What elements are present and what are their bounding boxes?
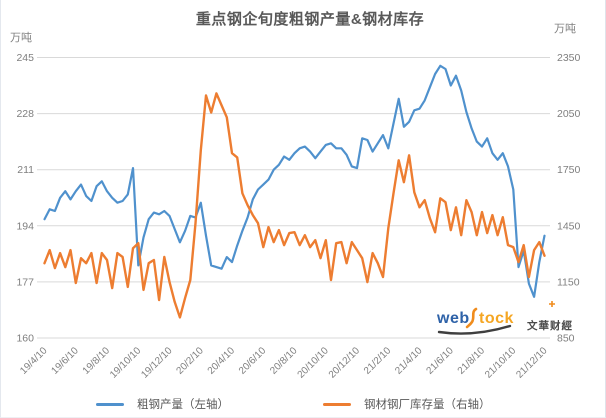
- legend-label: 粗钢产量（左轴）: [137, 399, 229, 411]
- legend-item-crude-steel-output: 粗钢产量（左轴）: [96, 394, 229, 414]
- right-axis-tick-label: 2350: [557, 52, 581, 64]
- crude-steel-legend-line-icon: [96, 402, 124, 406]
- left-axis-tick-label: 160: [16, 333, 34, 345]
- right-axis-tick-label: 1750: [557, 164, 581, 176]
- logo-text-cn: 文華财經: [527, 320, 573, 332]
- x-axis-tick-label: 20/10/10: [296, 345, 332, 381]
- chart-title: 重点钢企旬度粗钢产量&钢材库存: [195, 11, 425, 28]
- x-axis-tick-label: 19/4/10: [18, 345, 50, 377]
- left-axis-tick-label: 245: [16, 52, 34, 64]
- left-axis-tick-label: 177: [16, 276, 34, 288]
- mill-inventory-line: [43, 92, 546, 319]
- x-axis-tick-label: 20/2/10: [174, 345, 206, 377]
- left-axis-tick-label: 211: [17, 164, 34, 176]
- right-axis-tick-label: 1150: [557, 276, 580, 288]
- x-axis-tick-label: 20/6/10: [237, 345, 269, 377]
- right-axis-tick-label: 1450: [557, 220, 581, 232]
- x-axis-tick-label: 19/6/10: [49, 345, 81, 377]
- right-axis-unit: 万吨: [554, 23, 576, 35]
- right-axis-tick-label: 2050: [557, 108, 581, 120]
- x-axis-tick-label: 20/4/10: [206, 345, 238, 377]
- left-axis-tick-label: 228: [16, 108, 34, 120]
- x-axis-tick-label: 21/4/10: [393, 345, 425, 377]
- x-axis-tick-label: 19/10/10: [108, 345, 144, 381]
- chart-legend: 粗钢产量（左轴） 钢材钢厂库存量（右轴）: [1, 394, 605, 414]
- left-axis-tick-label: 194: [16, 220, 34, 232]
- x-axis-tick-label: 21/10/10: [483, 345, 519, 381]
- x-axis-tick-label: 21/12/10: [514, 345, 550, 381]
- x-axis-tick-label: 21/6/10: [424, 345, 456, 377]
- x-axis-tick-label: 19/12/10: [139, 345, 175, 381]
- crude-steel-output-line: [43, 64, 546, 298]
- inventory-legend-line-icon: [323, 402, 351, 406]
- logo-text-stock: tock: [479, 310, 514, 327]
- plus-icon: [549, 301, 555, 307]
- legend-item-mill-inventory: 钢材钢厂库存量（右轴）: [323, 394, 491, 414]
- legend-label: 钢材钢厂库存量（右轴）: [364, 399, 491, 411]
- logo-swoosh-icon: [437, 301, 555, 335]
- left-axis-unit: 万吨: [10, 32, 32, 44]
- logo-text-web: web: [437, 310, 470, 327]
- webstock-logo: web tock 文華财經: [434, 300, 572, 340]
- x-axis-tick-label: 20/12/10: [327, 345, 363, 381]
- right-axis-tick-label: 850: [557, 333, 575, 345]
- x-axis-tick-label: 21/2/10: [362, 345, 394, 377]
